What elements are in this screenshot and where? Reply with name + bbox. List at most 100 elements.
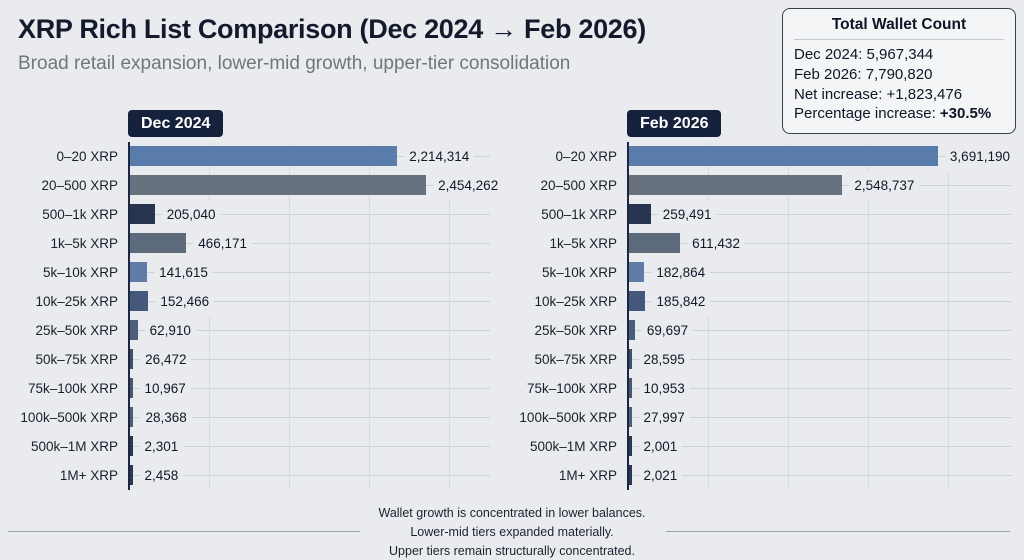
category-label: 500k–1M XRP xyxy=(8,432,128,461)
category-label: 500–1k XRP xyxy=(502,200,627,229)
category-label: 25k–50k XRP xyxy=(502,316,627,345)
bar xyxy=(130,320,138,340)
bar-cell: 141,615 xyxy=(128,258,492,287)
bar-cell: 28,595 xyxy=(627,345,1014,374)
footer-line: Lower-mid tiers expanded materially. xyxy=(0,523,1024,542)
bar-cell: 182,864 xyxy=(627,258,1014,287)
bar xyxy=(629,291,645,311)
stats-line: Feb 2026: 7,790,820 xyxy=(794,65,1004,85)
bar xyxy=(130,262,147,282)
value-label: 611,432 xyxy=(687,229,745,258)
value-label: 26,472 xyxy=(140,345,191,374)
bar-cell: 611,432 xyxy=(627,229,1014,258)
value-label: 2,458 xyxy=(140,461,184,490)
bar-cell: 2,301 xyxy=(128,432,492,461)
footer-note: Wallet growth is concentrated in lower b… xyxy=(0,504,1024,560)
chart-row: 1M+ XRP 2,458 xyxy=(8,461,492,490)
category-label: 0–20 XRP xyxy=(502,142,627,171)
category-label: 20–500 XRP xyxy=(502,171,627,200)
bar xyxy=(130,378,133,398)
category-label: 1M+ XRP xyxy=(8,461,128,490)
category-label: 500–1k XRP xyxy=(8,200,128,229)
chart-row: 25k–50k XRP 62,910 xyxy=(8,316,492,345)
chart-row: 500–1k XRP 205,040 xyxy=(8,200,492,229)
category-label: 50k–75k XRP xyxy=(502,345,627,374)
value-label: 2,001 xyxy=(639,432,683,461)
stats-box-title: Total Wallet Count xyxy=(794,16,1004,40)
bar-cell: 62,910 xyxy=(128,316,492,345)
bar xyxy=(629,436,632,456)
bar-cell: 2,548,737 xyxy=(627,171,1014,200)
value-label: 10,967 xyxy=(140,374,191,403)
bar xyxy=(130,175,426,195)
bar xyxy=(130,349,133,369)
bar-cell: 27,997 xyxy=(627,403,1014,432)
bar xyxy=(130,146,397,166)
category-label: 10k–25k XRP xyxy=(8,287,128,316)
category-label: 75k–100k XRP xyxy=(502,374,627,403)
bar xyxy=(629,407,632,427)
category-label: 5k–10k XRP xyxy=(8,258,128,287)
value-label: 182,864 xyxy=(651,258,710,287)
category-label: 1k–5k XRP xyxy=(8,229,128,258)
category-label: 100k–500k XRP xyxy=(8,403,128,432)
value-label: 2,454,262 xyxy=(433,171,503,200)
value-label: 259,491 xyxy=(658,200,717,229)
bar xyxy=(629,175,842,195)
chart-row: 5k–10k XRP 141,615 xyxy=(8,258,492,287)
value-label: 205,040 xyxy=(162,200,221,229)
bar-cell: 26,472 xyxy=(128,345,492,374)
bar-cell: 205,040 xyxy=(128,200,492,229)
bar xyxy=(629,349,632,369)
category-label: 25k–50k XRP xyxy=(8,316,128,345)
chart-row: 0–20 XRP 3,691,190 xyxy=(502,142,1014,171)
bar xyxy=(130,233,186,253)
chart-row: 10k–25k XRP 152,466 xyxy=(8,287,492,316)
bar xyxy=(629,378,632,398)
bar-cell: 10,953 xyxy=(627,374,1014,403)
chart-row: 25k–50k XRP 69,697 xyxy=(502,316,1014,345)
bar xyxy=(629,146,938,166)
value-label: 62,910 xyxy=(145,316,196,345)
bar-cell: 3,691,190 xyxy=(627,142,1014,171)
bar-cell: 259,491 xyxy=(627,200,1014,229)
footer-line: Upper tiers remain structurally concentr… xyxy=(0,542,1024,560)
value-label: 466,171 xyxy=(193,229,252,258)
bar-cell: 2,021 xyxy=(627,461,1014,490)
stats-line: Net increase: +1,823,476 xyxy=(794,85,1004,105)
page-title: XRP Rich List Comparison (Dec 2024 → Feb… xyxy=(18,14,758,45)
bar-cell: 2,001 xyxy=(627,432,1014,461)
chart-period-chip: Feb 2026 xyxy=(627,110,721,137)
value-label: 2,214,314 xyxy=(404,142,474,171)
stats-line: Dec 2024: 5,967,344 xyxy=(794,45,1004,65)
bar xyxy=(629,233,680,253)
page-header: XRP Rich List Comparison (Dec 2024 → Feb… xyxy=(18,14,758,75)
value-label: 3,691,190 xyxy=(945,142,1015,171)
bar-cell: 10,967 xyxy=(128,374,492,403)
bar-cell: 466,171 xyxy=(128,229,492,258)
value-label: 141,615 xyxy=(154,258,213,287)
bar xyxy=(629,320,635,340)
page-subtitle: Broad retail expansion, lower-mid growth… xyxy=(18,53,758,75)
bar-cell: 69,697 xyxy=(627,316,1014,345)
bar-cell: 2,214,314 xyxy=(128,142,492,171)
value-label: 69,697 xyxy=(642,316,693,345)
chart-row: 500–1k XRP 259,491 xyxy=(502,200,1014,229)
value-label: 152,466 xyxy=(155,287,214,316)
value-label: 185,842 xyxy=(652,287,711,316)
bar xyxy=(629,465,632,485)
